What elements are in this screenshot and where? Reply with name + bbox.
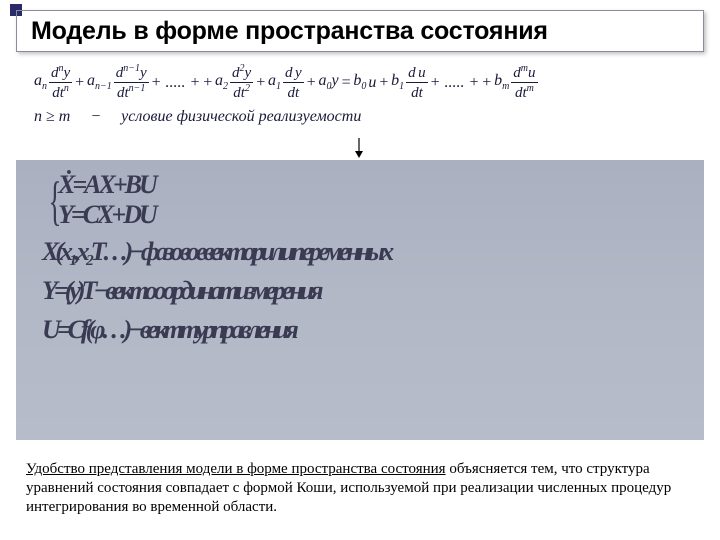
state-line-2: Y=CX+DU: [58, 200, 682, 230]
state-space-block: { Ẋ=AX+BU Y=CX+DU X(x₁,x₂T…)−фазовоевект…: [16, 160, 704, 440]
explanation-underlined: Удобство представления модели в форме пр…: [26, 461, 446, 477]
differential-equation: andnydtn + an−1dn−1ydtn−1 + ..... + + a2…: [34, 64, 694, 125]
vec-line-3: U=Cf(φ…)−векттурправления: [42, 310, 682, 349]
cond-dash: −: [90, 108, 101, 125]
condition-line: n ≥ m − условие физической реализуемости: [34, 109, 694, 125]
vec-line-1: X(x₁,x₂T…)−фазовоевекторилипеременных: [42, 232, 682, 271]
vector-definitions: X(x₁,x₂T…)−фазовоевекторилипеременных Y=…: [16, 230, 704, 349]
explanation-paragraph: Удобство представления модели в форме пр…: [26, 460, 696, 518]
state-equations: Ẋ=AX+BU Y=CX+DU: [16, 160, 704, 230]
slide-title: Модель в форме пространства состояния: [17, 11, 703, 46]
down-arrow-icon: [352, 138, 366, 160]
cond-lhs: n ≥ m: [34, 108, 70, 125]
brace-icon: {: [48, 170, 61, 232]
state-line-1: Ẋ=AX+BU: [58, 170, 682, 200]
title-frame: Модель в форме пространства состояния: [16, 10, 704, 52]
vec-line-2: Y=(y)T−вектооординатизмерения: [42, 271, 682, 310]
cond-text: условие физической реализуемости: [121, 108, 361, 125]
